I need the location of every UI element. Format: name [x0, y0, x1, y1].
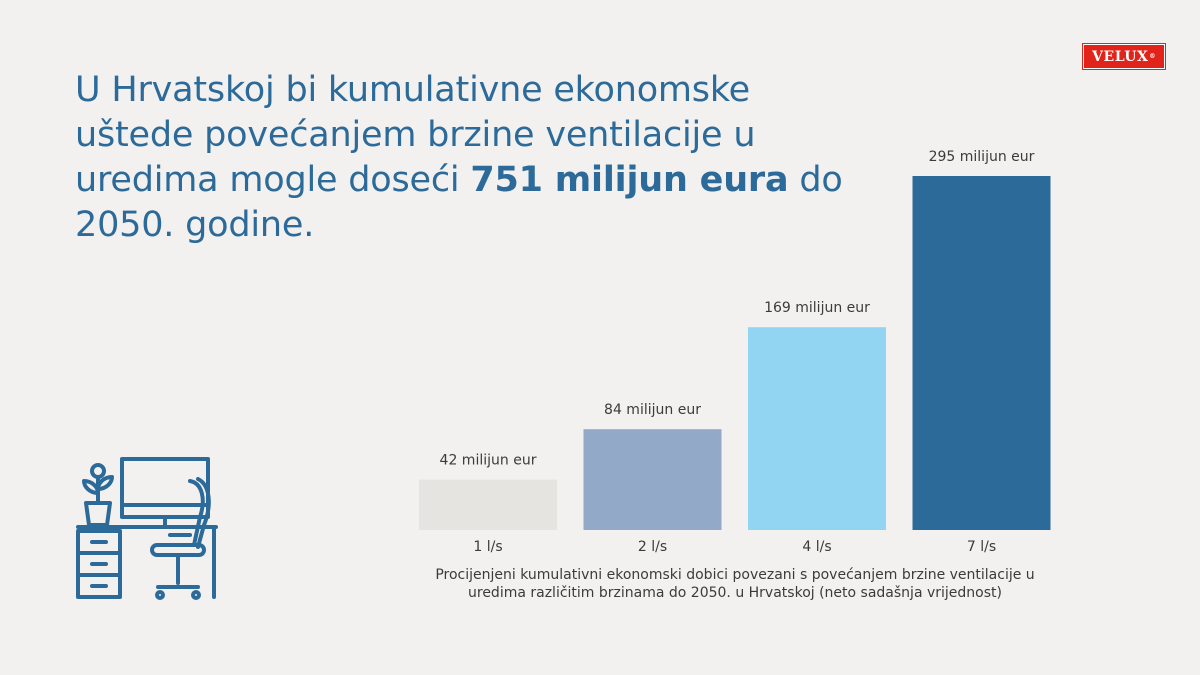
logo-registered-mark: ® [1149, 53, 1156, 60]
category-tick-label: 1 l/s [473, 539, 502, 555]
bar-7-l-s [912, 176, 1051, 530]
chair-icon [150, 477, 211, 600]
category-tick-label: 4 l/s [802, 539, 831, 555]
category-tick-label: 2 l/s [638, 539, 667, 555]
category-tick-label: 7 l/s [967, 539, 996, 555]
headline: U Hrvatskoj bi kumulativne ekonomske ušt… [75, 68, 875, 248]
plant-icon [82, 463, 114, 527]
office-desk-icon [76, 457, 218, 600]
drawers-icon [76, 529, 122, 599]
bar-value-label: 84 milijun eur [604, 402, 701, 418]
bar-value-label: 295 milijun eur [929, 149, 1035, 165]
headline-text-before: U Hrvatskoj bi kumulativne ekonomske ušt… [75, 70, 756, 200]
headline-highlight: 751 milijun eura [470, 160, 789, 200]
bar-4-l-s [748, 327, 886, 530]
bar-1-l-s [419, 479, 557, 530]
bar-2-l-s [583, 429, 722, 530]
chart-caption: Procijenjeni kumulativni ekonomski dobic… [435, 567, 1035, 601]
headline-text-after: do 2050. godine. [75, 160, 843, 245]
logo-text: VELUX [1092, 48, 1149, 65]
bar-value-label: 169 milijun eur [764, 300, 870, 316]
velux-logo: VELUX ® [1082, 43, 1166, 70]
bar-value-label: 42 milijun eur [440, 453, 537, 469]
